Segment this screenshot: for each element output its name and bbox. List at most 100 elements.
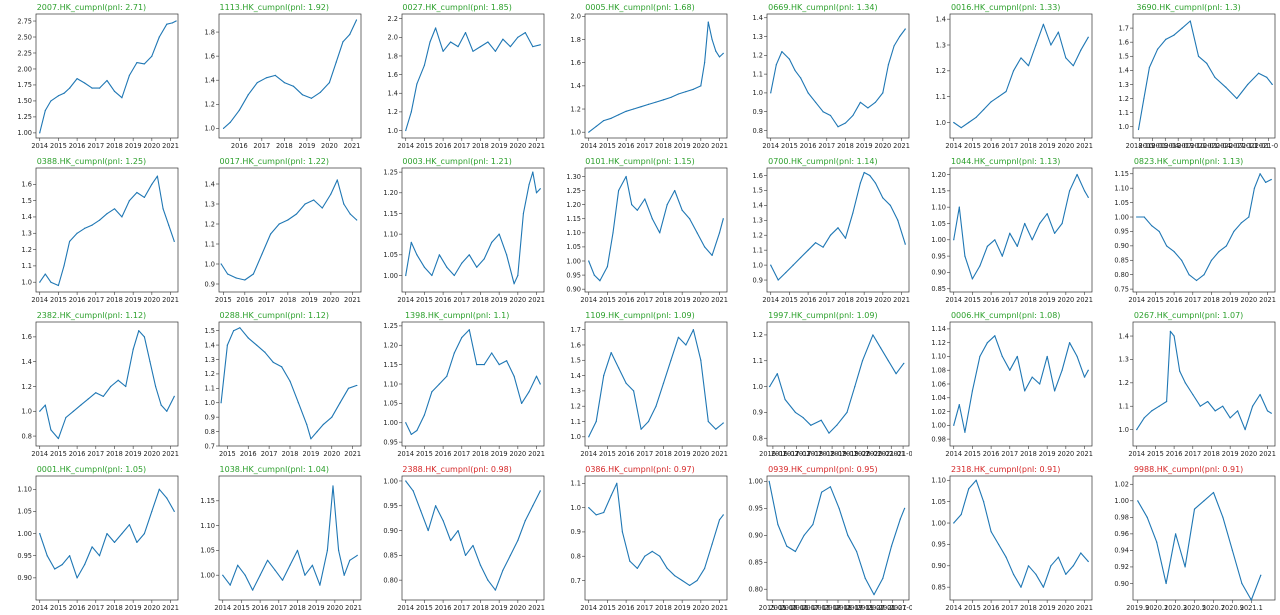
data-point bbox=[673, 575, 675, 577]
axes-frame bbox=[35, 13, 179, 139]
data-point bbox=[76, 232, 78, 234]
x-tick-label: 2017 bbox=[1002, 296, 1019, 304]
chart-title: 1038.HK_cumpnl(pnl: 1.04) bbox=[219, 465, 329, 474]
x-tick-label: 2014 bbox=[763, 296, 780, 304]
series-line bbox=[1137, 491, 1262, 601]
data-point bbox=[1001, 255, 1004, 257]
data-point bbox=[836, 424, 838, 426]
x-tick-label: 2020 bbox=[143, 296, 160, 304]
chart-plot: 0.90 0.95 1.00 1.05 1.10 2014 2015 2016 2017 2018… bbox=[17, 475, 179, 612]
x-tick-label: 2019 bbox=[125, 142, 142, 150]
data-point bbox=[259, 574, 261, 576]
data-point bbox=[860, 101, 862, 103]
data-point bbox=[598, 280, 601, 282]
data-point bbox=[1158, 230, 1160, 233]
data-point bbox=[972, 390, 974, 392]
data-point bbox=[1013, 70, 1015, 72]
x-tick-label: 2017 bbox=[453, 142, 470, 150]
data-point bbox=[490, 241, 492, 243]
data-point bbox=[1259, 173, 1261, 175]
data-point bbox=[1020, 57, 1022, 59]
x-tick-label: 2020 bbox=[509, 450, 526, 458]
series-line bbox=[587, 21, 724, 133]
axes-frame bbox=[401, 475, 545, 601]
x-tick-label: 2017 bbox=[636, 296, 653, 304]
data-point bbox=[905, 243, 907, 245]
data-point bbox=[1013, 573, 1015, 575]
data-point bbox=[1080, 49, 1082, 51]
data-point bbox=[65, 416, 67, 419]
x-tick-label: 2018-07 bbox=[819, 450, 847, 458]
x-tick-label: 2016 bbox=[434, 604, 451, 612]
data-point bbox=[430, 391, 433, 393]
x-tick-label: 2016 bbox=[252, 604, 269, 612]
x-tick-label: 2020-04 bbox=[1203, 142, 1231, 150]
data-point bbox=[266, 559, 269, 561]
data-point bbox=[539, 44, 541, 46]
x-tick-label: 2014 bbox=[946, 142, 963, 150]
x-tick-label: 2018 bbox=[472, 142, 489, 150]
data-point bbox=[342, 41, 344, 43]
data-point bbox=[175, 20, 177, 22]
data-point bbox=[610, 352, 612, 354]
x-tick-label: 2015 bbox=[599, 450, 616, 458]
x-tick-label: 2021 bbox=[711, 296, 728, 304]
x-tick-label: 2021 bbox=[528, 142, 545, 150]
data-point bbox=[226, 273, 229, 275]
data-point bbox=[487, 41, 489, 43]
data-point bbox=[647, 103, 649, 105]
y-tick-label: 1.2 bbox=[22, 383, 33, 391]
data-point bbox=[76, 577, 78, 579]
x-tick-label: 2020 bbox=[692, 296, 709, 304]
x-tick-label: 2017 bbox=[87, 604, 104, 612]
chart-panel: 1997.HK_cumpnl(pnl: 1.09) 0.8 0.9 1.0 1.1 1.2… bbox=[733, 309, 912, 461]
y-tick-label: 1.8 bbox=[204, 28, 215, 36]
x-tick-label: 2018 bbox=[655, 450, 672, 458]
data-point bbox=[1240, 222, 1243, 224]
y-tick-label: 1.00 bbox=[932, 236, 947, 244]
x-tick-label: 2021-01 bbox=[890, 604, 912, 612]
y-tick-label: 1.1 bbox=[936, 93, 947, 101]
x-tick-label: 2015 bbox=[964, 450, 981, 458]
data-point bbox=[475, 364, 478, 366]
data-point bbox=[151, 55, 153, 57]
data-point bbox=[490, 352, 492, 354]
y-tick-label: 1.10 bbox=[932, 203, 947, 211]
x-tick-label: 2019 bbox=[125, 450, 142, 458]
x-tick-label: 2015 bbox=[1147, 296, 1164, 304]
data-point bbox=[897, 219, 899, 221]
x-tick-label: 2015 bbox=[50, 142, 67, 150]
y-tick-label: 1.5 bbox=[753, 187, 764, 195]
chart-title: 2388.HK_cumpnl(pnl: 0.98) bbox=[402, 465, 512, 474]
x-tick-label: 2016 bbox=[231, 142, 248, 150]
data-point bbox=[44, 273, 46, 275]
data-point bbox=[1233, 230, 1235, 233]
data-point bbox=[1016, 245, 1019, 247]
data-point bbox=[846, 411, 849, 414]
y-tick-label: 0.95 bbox=[383, 502, 398, 510]
x-tick-label: 2021 bbox=[1259, 296, 1276, 304]
y-tick-label: 1.2 bbox=[753, 331, 764, 339]
chart-panel: 2007.HK_cumpnl(pnl: 2.71) 1.00 1.25 1.50 1.7… bbox=[2, 1, 181, 153]
y-tick-label: 1.10 bbox=[17, 486, 32, 494]
data-point bbox=[1267, 410, 1269, 412]
data-point bbox=[281, 579, 283, 581]
chart-panel: 0823.HK_cumpnl(pnl: 1.13) 0.75 0.80 0.85 0.9… bbox=[1099, 155, 1278, 307]
data-point bbox=[998, 96, 1000, 98]
y-tick-label: 1.20 bbox=[383, 189, 398, 197]
data-point bbox=[226, 344, 228, 346]
data-point bbox=[990, 530, 992, 533]
x-tick-label: 2017 bbox=[819, 142, 836, 150]
x-tick-label: 2014 bbox=[31, 142, 48, 150]
x-tick-label: 2020 bbox=[1241, 450, 1258, 458]
data-point bbox=[602, 120, 604, 122]
data-point bbox=[987, 245, 989, 247]
x-tick-label: 2015 bbox=[599, 296, 616, 304]
data-point bbox=[356, 554, 358, 556]
x-tick-label: 2016 bbox=[800, 142, 817, 150]
data-point bbox=[718, 56, 720, 58]
y-tick-label: 1.8 bbox=[570, 36, 581, 44]
data-point bbox=[39, 281, 41, 283]
data-point bbox=[1031, 376, 1034, 378]
